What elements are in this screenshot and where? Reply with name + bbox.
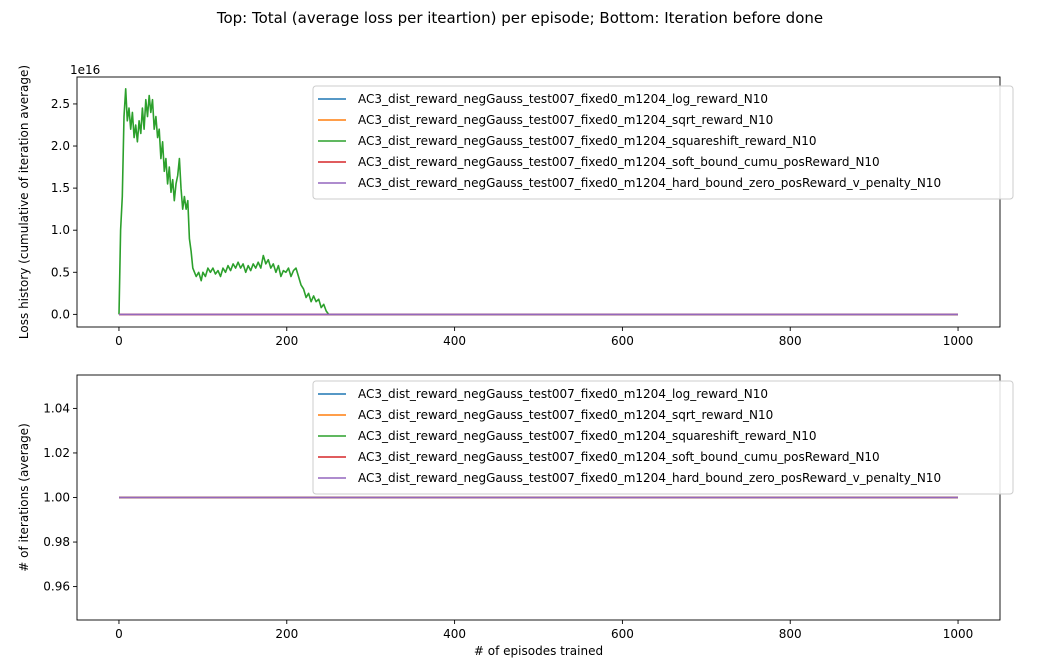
y-tick-label: 2.5	[51, 97, 70, 111]
x-axis-label: # of episodes trained	[474, 644, 603, 658]
y-tick-label: 2.0	[51, 139, 70, 153]
x-tick-label: 200	[275, 627, 298, 641]
y-tick-label: 1.5	[51, 181, 70, 195]
y-axis-label: # of iterations (average)	[17, 423, 31, 572]
legend-box	[312, 380, 1014, 495]
legend-label-4: AC3_dist_reward_negGauss_test007_fixed0_…	[358, 155, 880, 169]
legend-label-2: AC3_dist_reward_negGauss_test007_fixed0_…	[358, 113, 773, 127]
legend: AC3_dist_reward_negGauss_test007_fixed0_…	[312, 85, 1014, 200]
legend-label-3: AC3_dist_reward_negGauss_test007_fixed0_…	[358, 429, 817, 443]
x-tick-label: 800	[779, 627, 802, 641]
x-tick-label: 800	[779, 334, 802, 348]
legend-label-1: AC3_dist_reward_negGauss_test007_fixed0_…	[358, 92, 768, 106]
x-tick-label: 600	[611, 334, 634, 348]
axes-frame	[76, 76, 1001, 328]
legend-label-1: AC3_dist_reward_negGauss_test007_fixed0_…	[358, 387, 768, 401]
y-offset-text: 1e16	[70, 63, 100, 77]
series-line-3	[118, 88, 958, 316]
legend-label-3: AC3_dist_reward_negGauss_test007_fixed0_…	[358, 134, 817, 148]
x-tick-label: 200	[275, 334, 298, 348]
series-lines	[118, 88, 958, 316]
x-tick-label: 600	[611, 627, 634, 641]
y-tick-label: 1.00	[43, 491, 70, 505]
y-tick-label: 0.98	[43, 535, 70, 549]
y-tick-label: 0.96	[43, 580, 70, 594]
x-tick-label: 400	[443, 627, 466, 641]
legend: AC3_dist_reward_negGauss_test007_fixed0_…	[312, 380, 1014, 495]
legend-label-4: AC3_dist_reward_negGauss_test007_fixed0_…	[358, 450, 880, 464]
x-tick-label: 1000	[943, 627, 974, 641]
y-axis-label: Loss history (cumulative of iteration av…	[17, 65, 31, 339]
y-tick-label: 1.0	[51, 223, 70, 237]
y-tick-label: 1.04	[43, 401, 70, 415]
bottom-iterations-plot: 0 200 400 600 800 1000 0.96 0.98 1.00 1.02 1.04 # o…	[17, 374, 1014, 658]
y-tick-label: 0.0	[51, 307, 70, 321]
y-tick-label: 0.5	[51, 265, 70, 279]
x-tick-label: 1000	[943, 334, 974, 348]
legend-label-5: AC3_dist_reward_negGauss_test007_fixed0_…	[358, 471, 941, 485]
x-tick-label: 400	[443, 334, 466, 348]
figure-title: Top: Total (average loss per iteartion) …	[216, 9, 823, 27]
legend-box	[312, 85, 1014, 200]
x-tick-label: 0	[115, 334, 123, 348]
legend-label-5: AC3_dist_reward_negGauss_test007_fixed0_…	[358, 176, 941, 190]
x-tick-label: 0	[115, 627, 123, 641]
top-loss-plot: 0 200 400 600 800 1000 0.0 0.5 1.0 1.5 2.0 2.5 1e16 L…	[17, 63, 1014, 348]
y-tick-label: 1.02	[43, 446, 70, 460]
legend-label-2: AC3_dist_reward_negGauss_test007_fixed0_…	[358, 408, 773, 422]
